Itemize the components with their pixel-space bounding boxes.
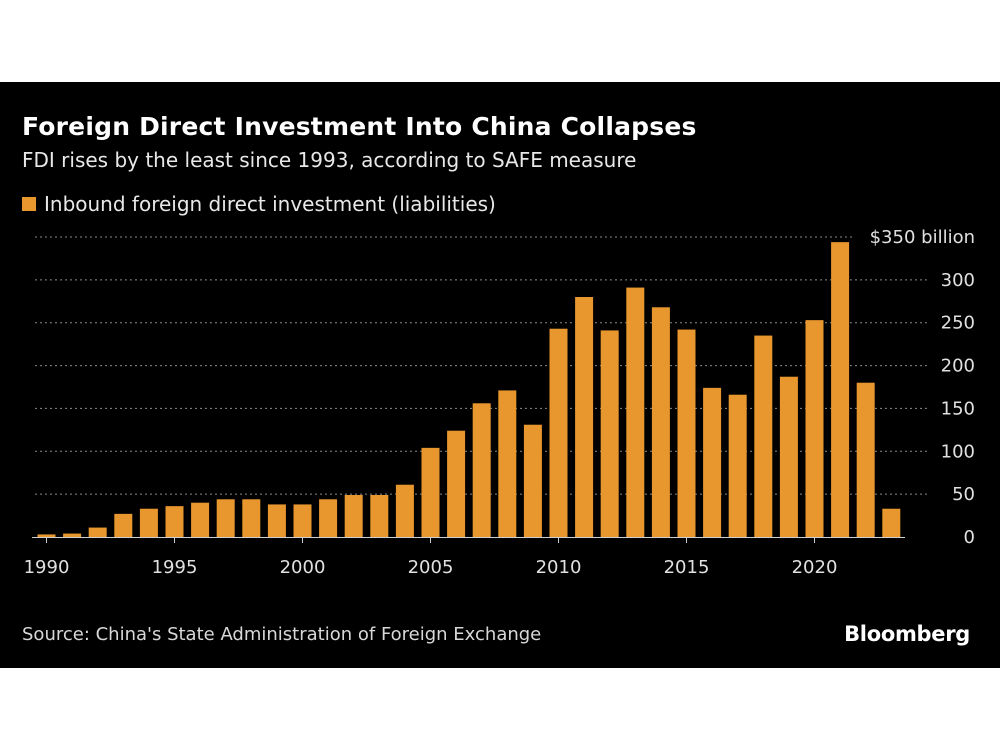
y-tick-label: 250 — [941, 313, 975, 334]
y-tick-label-bg — [930, 482, 980, 507]
bar-2006 — [447, 430, 466, 537]
y-tick-label-bg — [930, 353, 980, 378]
bar-2020 — [805, 320, 824, 537]
y-tick-label-bg — [930, 310, 980, 335]
y-tick-label: $350 billion — [870, 227, 975, 248]
bar-2015 — [677, 329, 696, 537]
bar-2007 — [472, 403, 491, 537]
bar-2010 — [549, 328, 568, 537]
bar-2001 — [319, 499, 338, 537]
bar-2002 — [344, 495, 363, 537]
chart-panel: Foreign Direct Investment Into China Col… — [0, 82, 1000, 668]
bar-2016 — [703, 387, 722, 537]
bar-2023 — [882, 508, 901, 537]
bar-2021 — [831, 242, 850, 537]
bar-2004 — [395, 484, 414, 537]
bar-2012 — [600, 330, 619, 537]
bar-1991 — [63, 533, 82, 537]
bar-2003 — [370, 495, 389, 537]
source-note: Source: China's State Administration of … — [22, 624, 542, 645]
x-axis-ticks: 1990 1995 2000 2005 2010 2015 2020 — [24, 537, 838, 578]
legend: Inbound foreign direct investment (liabi… — [22, 192, 496, 216]
y-tick-label: 0 — [964, 527, 975, 548]
y-tick-label-bg — [855, 225, 980, 249]
x-tick-label: 2015 — [664, 557, 710, 578]
y-tick-label: 300 — [941, 270, 975, 291]
y-tick-label-bg — [930, 267, 980, 292]
y-tick-label: 200 — [941, 356, 975, 377]
bar-2019 — [779, 376, 798, 537]
legend-swatch — [22, 197, 36, 211]
x-tick-label: 1995 — [152, 557, 198, 578]
chart-subtitle: FDI rises by the least since 1993, accor… — [22, 148, 637, 172]
bar-1998 — [242, 499, 261, 537]
y-axis-ticks: 0 50 100 150 200 250 300 $350 billion — [855, 225, 980, 549]
bar-2005 — [421, 447, 440, 537]
bar-2014 — [651, 307, 670, 537]
bar-1990 — [37, 534, 56, 537]
bar-2022 — [856, 382, 875, 537]
bar-1995 — [165, 506, 184, 537]
bar-1993 — [114, 513, 133, 537]
x-tick-label: 2005 — [408, 557, 454, 578]
bar-1997 — [216, 499, 235, 537]
y-tick-label-bg — [930, 396, 980, 421]
y-tick-label: 50 — [952, 484, 975, 505]
y-tick-label-bg — [930, 525, 980, 549]
bar-1999 — [267, 504, 286, 537]
legend-label: Inbound foreign direct investment (liabi… — [44, 192, 496, 216]
bar-2011 — [575, 297, 594, 537]
x-tick-label: 2000 — [280, 557, 326, 578]
x-tick-label: 2020 — [792, 557, 838, 578]
x-tick-label: 1990 — [24, 557, 70, 578]
brand-logo: Bloomberg — [844, 622, 970, 646]
bar-2013 — [626, 287, 645, 537]
bar-chart: 0 50 100 150 200 250 300 $350 billion 1990 1995 2… — [24, 225, 980, 578]
bar-2009 — [523, 424, 542, 537]
y-tick-label: 150 — [941, 398, 975, 419]
bar-2018 — [754, 335, 773, 537]
bar-1994 — [139, 508, 158, 537]
bar-1992 — [88, 527, 107, 537]
x-tick-label: 2010 — [536, 557, 582, 578]
bar-1996 — [191, 502, 210, 537]
bars — [32, 242, 905, 538]
chart-title: Foreign Direct Investment Into China Col… — [22, 112, 697, 141]
y-tick-label: 100 — [941, 441, 975, 462]
bar-2017 — [728, 394, 747, 537]
y-tick-label-bg — [930, 439, 980, 464]
bar-2008 — [498, 390, 517, 537]
bar-2000 — [293, 504, 312, 537]
